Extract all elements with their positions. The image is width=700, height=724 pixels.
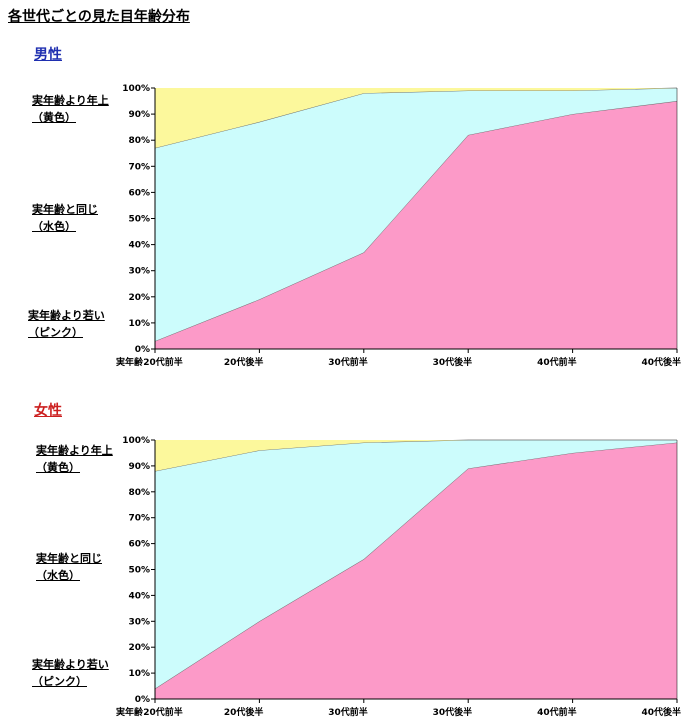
female-ytick-label: 10% xyxy=(128,669,150,679)
male-xtick-label: 20代前半 xyxy=(143,356,183,368)
male-label-same: 実年齢と同じ （水色） xyxy=(32,201,98,235)
female-ytick-label: 80% xyxy=(128,488,150,498)
female-xtick-label: 40代後半 xyxy=(641,706,681,718)
female-area-older xyxy=(155,440,677,472)
female-x-axis-title: 実年齢 xyxy=(116,706,144,718)
male-label-same-line1: 実年齢と同じ xyxy=(32,203,98,216)
female-ytick-label: 100% xyxy=(122,436,150,446)
female-label-same-line1: 実年齢と同じ xyxy=(36,552,102,565)
female-ytick-label: 50% xyxy=(128,566,150,576)
male-ytick-label: 70% xyxy=(128,162,150,172)
male-label-older-line1: 実年齢より年上 xyxy=(32,94,109,107)
male-x-axis-title: 実年齢 xyxy=(116,356,144,368)
male-area-older xyxy=(155,88,677,149)
male-area-younger xyxy=(155,101,677,349)
female-line-same xyxy=(154,439,677,472)
male-ytick-label: 80% xyxy=(128,136,150,146)
male-ytick-label: 60% xyxy=(128,188,150,198)
female-label-older: 実年齢より年上 （黄色） xyxy=(36,442,113,476)
female-label-younger-line1: 実年齢より若い xyxy=(32,658,109,671)
female-ytick-label: 90% xyxy=(128,462,150,472)
male-xtick-label: 20代後半 xyxy=(224,356,264,368)
female-xtick-label: 20代前半 xyxy=(143,706,183,718)
female-ytick-label: 0% xyxy=(135,695,150,705)
female-ytick-label: 40% xyxy=(128,591,150,601)
female-label-same: 実年齢と同じ （水色） xyxy=(36,550,102,584)
female-ytick-label: 70% xyxy=(128,514,150,524)
female-ytick-label: 60% xyxy=(128,540,150,550)
male-xtick-label: 40代前半 xyxy=(537,356,577,368)
page-title: 各世代ごとの見た目年齢分布 xyxy=(8,9,190,25)
male-ytick-label: 30% xyxy=(128,267,150,277)
female-area-same xyxy=(155,440,677,689)
male-xtick-label: 40代後半 xyxy=(641,356,681,368)
male-ytick-label: 0% xyxy=(135,345,150,355)
female-ytick-label: 20% xyxy=(128,643,150,653)
female-label-older-line2: （黄色） xyxy=(36,461,80,474)
male-label-younger: 実年齢より若い （ピンク） xyxy=(28,307,105,341)
female-xtick-label: 30代前半 xyxy=(328,706,368,718)
female-xtick-label: 20代後半 xyxy=(224,706,264,718)
male-area-chart: 0% 10% 20% 30% 40% 50% 60% 70% 80% 90% 100% 20代前半 20… xyxy=(116,84,681,368)
female-xtick-label: 40代前半 xyxy=(537,706,577,718)
male-label-same-line2: （水色） xyxy=(32,220,76,233)
female-area-chart: 0% 10% 20% 30% 40% 50% 60% 70% 80% 90% 100% 20代前半 20… xyxy=(116,436,681,718)
female-label-older-line1: 実年齢より年上 xyxy=(36,444,113,457)
male-label-younger-line1: 実年齢より若い xyxy=(28,309,105,322)
female-section-title: 女性 xyxy=(34,403,62,419)
female-label-same-line2: （水色） xyxy=(36,569,80,582)
male-xtick-label: 30代前半 xyxy=(328,356,368,368)
female-area-younger xyxy=(155,442,677,699)
male-label-younger-line2: （ピンク） xyxy=(28,326,83,339)
female-xtick-label: 30代後半 xyxy=(433,706,473,718)
male-section-title: 男性 xyxy=(34,47,62,63)
male-ytick-label: 90% xyxy=(128,110,150,120)
male-xtick-label: 30代後半 xyxy=(433,356,473,368)
male-area-same xyxy=(155,88,677,342)
male-label-older-line2: （黄色） xyxy=(32,111,76,124)
male-ytick-label: 20% xyxy=(128,293,150,303)
female-ytick-label: 30% xyxy=(128,617,150,627)
male-ytick-label: 100% xyxy=(122,84,150,94)
male-label-older: 実年齢より年上 （黄色） xyxy=(32,92,109,126)
female-label-younger: 実年齢より若い （ピンク） xyxy=(32,656,109,690)
male-ytick-label: 40% xyxy=(128,241,150,251)
female-label-younger-line2: （ピンク） xyxy=(32,675,87,688)
male-ytick-label: 50% xyxy=(128,215,150,225)
male-ytick-label: 10% xyxy=(128,319,150,329)
